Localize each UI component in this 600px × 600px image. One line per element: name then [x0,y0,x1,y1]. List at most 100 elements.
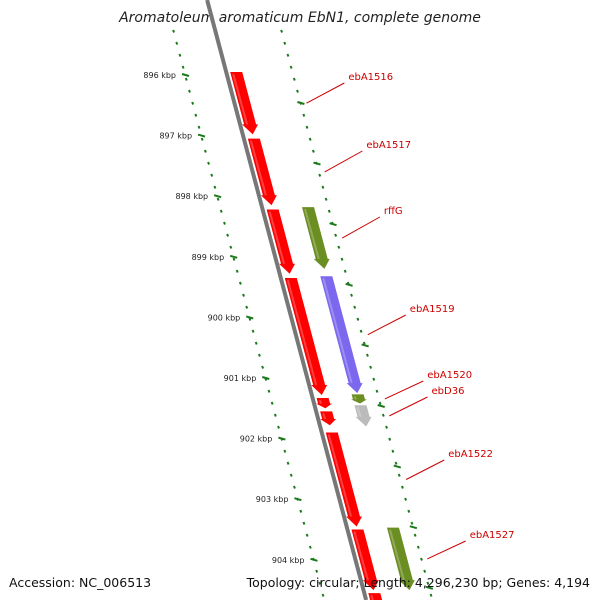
gene-label-leader [384,380,424,400]
kbp-tick-label: 901 kbp [224,374,257,383]
ruler-tick-dot [407,509,411,513]
gene-feature-rffg [302,207,330,269]
scale-tick-dot [184,77,188,81]
ruler-tick-dot [391,449,395,453]
gene-label-leader [341,216,381,239]
ruler-tick-dot [388,437,392,441]
gene-highlight [322,277,353,384]
ruler-tick-dot [423,569,427,573]
gene-highlight [286,279,318,386]
ruler-tick-dot [400,485,404,489]
scale-tick-dot [318,581,322,585]
scale-tick-dot [254,341,258,345]
ruler-tick-dot [362,341,366,345]
scale-tick-dot [245,305,249,309]
ruler-tick-dot [305,125,309,129]
ruler-tick-dot [311,149,315,153]
ruler-tick-dot [372,377,376,381]
ruler-tick-dot [410,521,414,525]
ruler-major-tick [425,585,434,590]
kbp-tick-label: 896 kbp [143,71,176,80]
scale-tick-dot [289,473,293,477]
kbp-major-tick [197,133,206,138]
gene-highlight [353,395,357,400]
scale-tick-dot [175,41,179,45]
ruler-major-tick [345,282,353,287]
kbp-major-tick [310,557,318,562]
ruler-major-tick [313,161,321,166]
scale-tick-dot [251,329,255,333]
ruler-major-tick [409,525,418,530]
scale-tick-dot [226,233,230,237]
ruler-tick-dot [420,557,423,561]
ruler-tick-dot [337,245,341,249]
gene-label-eba1520: ebA1520 [427,370,472,381]
gene-label-leader [389,396,428,417]
kbp-major-tick [294,497,302,502]
gene-feature [316,397,333,409]
scale-tick-dot [200,137,204,141]
ruler-tick-dot [404,497,408,501]
gene-feature [351,529,379,591]
scale-tick-dot [235,269,239,273]
gene-feature-eba1519 [320,276,363,394]
scale-tick-dot [210,173,214,177]
ruler-tick-dot [416,545,420,549]
gene-feature-eba1516 [230,71,259,135]
ruler-tick-dot [280,29,284,33]
ruler-major-tick [393,464,402,469]
gene-highlight [327,434,352,517]
gene-feature [368,593,383,600]
ruler-tick-dot [375,389,379,393]
gene-label-leader [427,540,466,560]
gene-highlight [370,594,374,600]
scale-tick-dot [197,125,201,129]
scale-tick-dot [238,281,242,285]
kbp-major-tick [262,376,270,380]
kbp-major-tick [245,315,254,320]
ruler-tick-dot [340,257,344,261]
kbp-tick-label: 897 kbp [159,132,192,141]
scale-tick-dot [178,53,182,57]
scale-tick-dot [248,317,252,321]
ruler-tick-dot [283,41,287,45]
kbp-major-tick [213,194,222,199]
gene-label-leader [405,459,445,480]
kbp-tick-label: 899 kbp [192,253,225,262]
gene-label-eba1527: ebA1527 [470,530,515,541]
gene-feature-eba1527 [386,527,415,591]
scale-tick-dot [267,389,271,393]
ruler-tick-dot [321,185,325,189]
gene-feature [284,278,328,395]
ruler-tick-dot [302,113,306,117]
ruler-tick-dot [426,581,430,585]
scale-tick-dot [213,185,217,189]
gene-label-leader [367,314,407,336]
gene-highlight [268,211,285,265]
gene-highlight [232,73,249,125]
kbp-tick-label: 902 kbp [240,435,273,444]
accession-text: Accession: NC_006513 [9,575,152,590]
gene-highlight [353,531,369,581]
gene-label-eba1516: ebA1516 [348,72,393,83]
ruler-major-tick [329,222,337,227]
scale-tick-dot [207,161,210,165]
scale-tick-dot [315,569,319,573]
scale-tick-dot [286,461,290,465]
scale-tick-dot [232,257,236,261]
scale-tick-dot [194,113,198,117]
scale-tick-dot [299,509,303,513]
ruler-tick-dot [318,173,322,177]
scale-tick-dot [216,197,220,201]
kbp-tick-label: 900 kbp [208,313,241,322]
scale-tick-dot [219,209,223,213]
scale-tick-dot [172,29,176,33]
gene-label-eba1517: ebA1517 [366,140,411,151]
scale-tick-dot [203,149,207,153]
gene-highlight [304,208,320,260]
gene-highlight [356,406,362,418]
kbp-tick-label: 904 kbp [272,556,305,565]
ruler-tick-dot [394,461,398,465]
gene-label-eba1522: ebA1522 [448,449,493,460]
gene-feature-eba1522 [325,432,362,527]
